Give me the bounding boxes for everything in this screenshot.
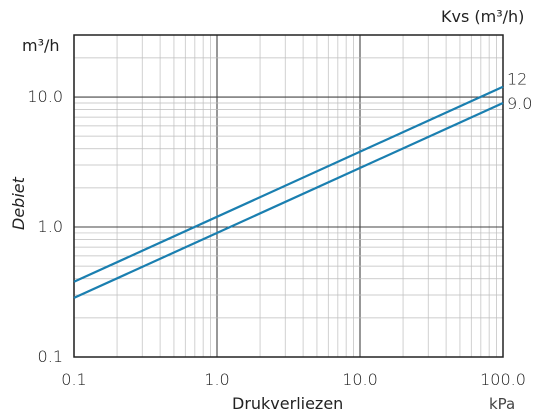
x-tick-label: 10.0 [342,370,378,389]
series-end-label: 9.0 [507,94,532,113]
x-tick-label: 0.1 [61,370,86,389]
tick-labels: 0.1 1.0 10.0 100.0 0.1 1.0 10.0 [27,87,526,389]
y-unit-label: m³/h [22,36,60,55]
series-end-label: 12 [507,70,527,89]
y-tick-label: 0.1 [38,347,63,366]
series-header: Kvs (m³/h) [441,7,524,26]
grid [73,34,503,357]
x-unit-label: kPa [489,395,515,413]
y-tick-label: 1.0 [38,217,63,236]
x-tick-label: 1.0 [204,370,229,389]
y-tick-label: 10.0 [27,87,63,106]
series-lines: 129.0 [73,70,532,299]
y-axis-label: Debiet [9,176,28,230]
plot-frame [73,34,504,358]
x-tick-label: 100.0 [480,370,526,389]
series-line-kvs-12 [73,85,504,283]
x-axis-label: Drukverliezen [232,394,343,413]
series-line-kvs-9-0 [73,101,504,299]
